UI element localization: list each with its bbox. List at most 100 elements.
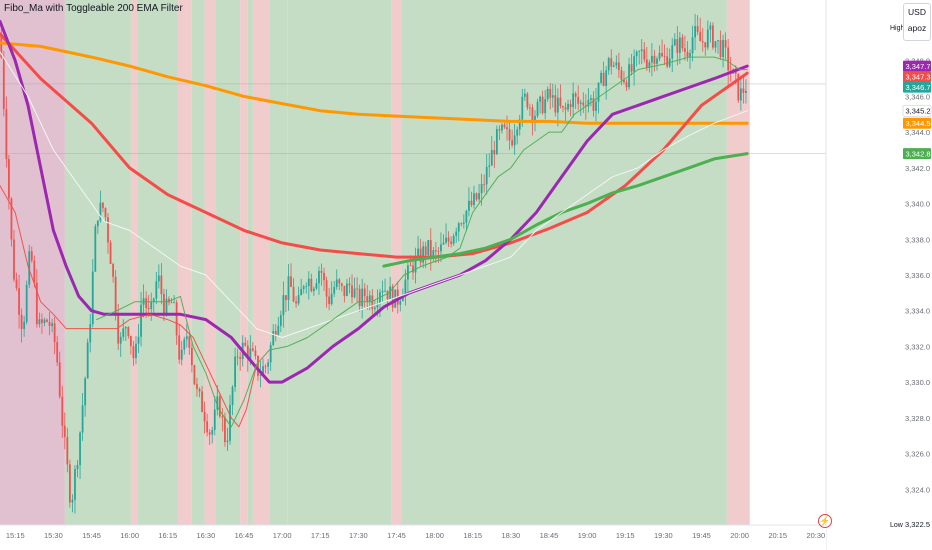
candle-body bbox=[689, 53, 691, 57]
candle bbox=[310, 273, 313, 293]
y-tick-label: 3,342.0 bbox=[905, 164, 930, 173]
candle bbox=[460, 222, 463, 227]
candle-body bbox=[140, 304, 142, 337]
x-tick-label: 19:30 bbox=[654, 531, 673, 540]
x-tick-label: 17:15 bbox=[311, 531, 330, 540]
candle bbox=[648, 59, 651, 73]
candle-body bbox=[663, 56, 666, 57]
series-line-5 bbox=[0, 185, 258, 428]
candle bbox=[348, 277, 351, 294]
candle-body bbox=[23, 321, 26, 329]
candle bbox=[33, 255, 36, 288]
candle-body bbox=[198, 388, 201, 392]
candle bbox=[193, 364, 196, 386]
candle bbox=[244, 337, 247, 347]
candle bbox=[602, 61, 605, 87]
moving-averages bbox=[0, 19, 749, 428]
candle-body bbox=[320, 270, 323, 273]
candle bbox=[63, 412, 66, 450]
x-tick-label: 19:00 bbox=[578, 531, 597, 540]
price-badge-bg bbox=[903, 148, 931, 160]
candle-body bbox=[739, 88, 742, 101]
candle-body bbox=[676, 39, 679, 53]
candle bbox=[432, 247, 435, 262]
trend-zone-bull bbox=[137, 0, 178, 525]
price-badge: 3,345.2 bbox=[902, 104, 932, 117]
candle-body bbox=[79, 432, 81, 466]
y-tick-label: 3,340.0 bbox=[905, 200, 930, 209]
candle bbox=[712, 22, 714, 50]
candle bbox=[81, 392, 84, 441]
candle bbox=[46, 318, 48, 323]
candle bbox=[462, 214, 465, 229]
candle bbox=[203, 401, 206, 434]
currency-label: USD bbox=[908, 7, 926, 17]
candle-body bbox=[503, 124, 506, 128]
candle bbox=[150, 292, 153, 321]
candle-body bbox=[119, 336, 122, 344]
candle-body bbox=[10, 198, 13, 240]
candle bbox=[13, 229, 15, 282]
candle bbox=[404, 269, 407, 306]
candle bbox=[694, 13, 697, 51]
candle bbox=[117, 303, 120, 351]
currency-scale-box[interactable]: USD apoz bbox=[903, 3, 931, 41]
candle-body bbox=[122, 328, 125, 337]
candle bbox=[229, 394, 231, 445]
candle bbox=[15, 272, 18, 291]
candle-body bbox=[196, 384, 198, 389]
candle-body bbox=[5, 109, 8, 160]
candle bbox=[23, 315, 26, 337]
candle-body bbox=[478, 193, 480, 200]
candle-body bbox=[249, 348, 252, 359]
candle-body bbox=[468, 200, 470, 211]
candle-body bbox=[498, 129, 501, 131]
candle-body bbox=[384, 290, 386, 292]
series-line-2 bbox=[0, 19, 749, 384]
candle bbox=[287, 264, 290, 311]
candle bbox=[478, 183, 480, 203]
candle bbox=[592, 91, 595, 117]
flash-icon[interactable]: ⚡ bbox=[818, 514, 832, 528]
candle-body bbox=[536, 101, 539, 116]
candle bbox=[490, 136, 493, 166]
candle bbox=[18, 274, 20, 329]
candle bbox=[640, 39, 643, 65]
candle bbox=[325, 276, 328, 308]
candle-body bbox=[401, 295, 404, 302]
candle-body bbox=[562, 106, 564, 108]
candle bbox=[625, 79, 628, 92]
candle bbox=[653, 50, 656, 72]
series-line-6 bbox=[96, 56, 748, 428]
candle-body bbox=[422, 246, 425, 263]
candle bbox=[340, 282, 343, 292]
x-tick-label: 20:30 bbox=[806, 531, 825, 540]
candle-body bbox=[20, 314, 23, 329]
candle-body bbox=[544, 99, 547, 114]
trend-zone-bull bbox=[94, 0, 131, 525]
candle-body bbox=[300, 288, 303, 296]
candle bbox=[666, 47, 669, 69]
candle-body bbox=[704, 42, 707, 48]
candle-body bbox=[160, 275, 163, 295]
candle bbox=[651, 43, 653, 77]
candle-body bbox=[366, 296, 369, 302]
candle-body bbox=[640, 49, 643, 52]
candle-body bbox=[465, 210, 468, 223]
candle bbox=[678, 31, 681, 65]
candle-body bbox=[208, 432, 211, 435]
candle bbox=[333, 280, 336, 297]
candle-body bbox=[190, 347, 193, 366]
candle-body bbox=[597, 82, 600, 102]
indicator-title[interactable]: Fibo_Ma with Toggleable 200 EMA Filter bbox=[4, 3, 183, 14]
candle bbox=[198, 387, 201, 398]
candle-body bbox=[600, 72, 602, 83]
candle-body bbox=[282, 295, 285, 316]
candle bbox=[513, 123, 516, 155]
candle-body bbox=[201, 391, 203, 412]
candle-body bbox=[462, 222, 465, 224]
candle-body bbox=[137, 336, 140, 344]
candle-body bbox=[470, 200, 473, 206]
candle-body bbox=[234, 356, 236, 388]
